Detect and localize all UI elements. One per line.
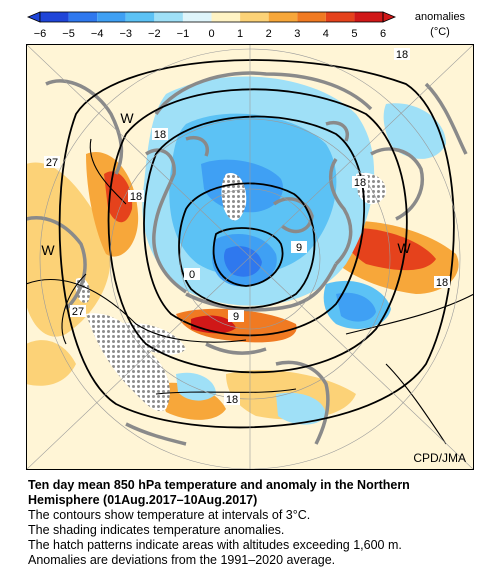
colorbar-tick-label: 6 [380,28,386,40]
colorbar-cell [211,12,241,22]
colorbar-extension-low [26,11,41,23]
svg-text:18: 18 [226,394,238,406]
svg-text:18: 18 [436,277,448,289]
cold-anomaly-shading [142,76,446,425]
contour-label: 18 [434,276,450,289]
contour-label: 0 [184,268,200,281]
contour-label: 18 [352,176,368,189]
map-frame [26,44,474,470]
svg-text:18: 18 [154,129,166,141]
colorbar-cell [154,12,183,22]
colorbar-tick-label: −4 [91,28,104,40]
caption-line: Anomalies are deviations from the 1991–2… [28,553,336,567]
svg-text:0: 0 [189,269,195,281]
colorbar-tick-label: 2 [266,28,272,40]
colorbar-tick-label: 5 [351,28,357,40]
contour-label: 18 [394,48,410,61]
contour-label: 9 [291,241,307,254]
colorbar-tick-label: 4 [323,28,329,40]
colorbar-unit: (°C) [430,26,450,38]
contour-labels: 18 18 27 18 W W 27 [41,48,450,406]
colorbar-tick-label: −6 [34,28,47,40]
colorbar-tick-label: 1 [237,28,243,40]
colorbar-tick-label: −1 [177,28,190,40]
svg-text:18: 18 [396,49,408,61]
colorbar-cell [125,12,155,22]
colorbar-cell [68,12,98,22]
contour-label: 18 [152,128,168,141]
caption-line: The shading indicates temperature anomal… [28,523,285,537]
colorbar-cell [182,12,212,22]
colorbar-tick-label: −2 [148,28,161,40]
contour-label: W [41,242,55,258]
figure-caption: Ten day mean 850 hPa temperature and ano… [28,478,474,568]
contour-label: W [397,240,411,256]
contour-label: W [120,110,134,126]
map-credit: CPD/JMA [413,451,466,465]
contour-label: 18 [224,393,240,406]
colorbar-tick-label: 0 [208,28,214,40]
contour-label: 18 [128,190,144,203]
colorbar-cells [26,11,397,23]
colorbar-tick-label: 3 [294,28,300,40]
colorbar-cell [325,12,355,22]
colorbar-cell [97,12,126,22]
contour-label: 9 [228,310,244,323]
svg-text:27: 27 [46,157,58,169]
caption-line: The hatch patterns indicate areas with a… [28,538,402,552]
colorbar-tick-label: −5 [62,28,75,40]
contour-label: 27 [70,305,86,318]
svg-text:18: 18 [354,177,366,189]
svg-text:18: 18 [130,191,142,203]
colorbar-tick-labels: −6 −5 −4 −3 −2 −1 0 1 2 3 4 5 6 [34,28,386,40]
colorbar-cell [354,12,383,22]
colorbar-tick-label: −3 [119,28,132,40]
anomaly-colorbar: −6 −5 −4 −3 −2 −1 0 1 2 3 4 5 6 anomalies (°C) [26,11,466,40]
colorbar-cell [40,12,69,22]
colorbar-cell [268,12,298,22]
svg-text:9: 9 [233,311,239,323]
hemisphere-map: 18 18 27 18 W W 27 [26,44,474,470]
svg-text:9: 9 [296,242,302,254]
caption-line: The contours show temperature at interva… [28,508,311,522]
colorbar-unit-label: anomalies [415,11,466,23]
svg-text:W: W [397,240,411,256]
colorbar-cell [297,12,326,22]
svg-text:W: W [41,242,55,258]
colorbar-cell [240,12,269,22]
colorbar-extension-high [382,11,397,23]
svg-text:W: W [120,110,134,126]
temperature-contours [26,59,474,445]
contour-label: 27 [44,156,60,169]
svg-text:27: 27 [72,306,84,318]
colorbar-frame [39,11,384,23]
caption-title-line-2: Hemisphere (01Aug.2017–10Aug.2017) [28,493,258,507]
caption-title-line-1: Ten day mean 850 hPa temperature and ano… [28,478,410,492]
